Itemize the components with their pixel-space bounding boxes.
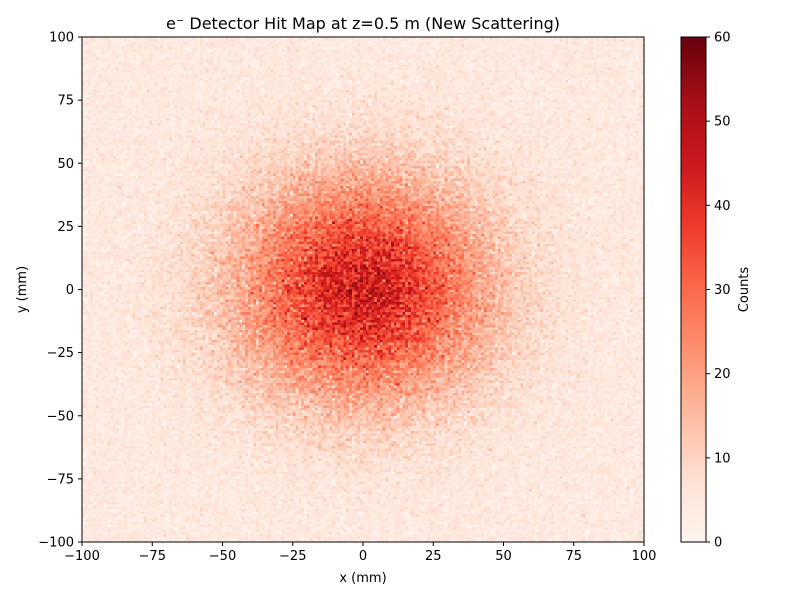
y-tick-label: 0 bbox=[66, 283, 74, 298]
x-axis-label: x (mm) bbox=[339, 571, 386, 586]
colorbar-tick-label: 30 bbox=[714, 283, 731, 298]
x-tick-label: 50 bbox=[495, 549, 512, 564]
x-tick-label: −25 bbox=[279, 549, 306, 564]
chart-title: e⁻ Detector Hit Map at z=0.5 m (New Scat… bbox=[166, 14, 560, 33]
colorbar-tick-label: 0 bbox=[714, 536, 722, 551]
colorbar-tick-label: 10 bbox=[714, 451, 731, 466]
x-tick-label: 75 bbox=[565, 549, 582, 564]
y-tick-label: 100 bbox=[49, 31, 74, 46]
x-tick-label: 0 bbox=[359, 549, 367, 564]
y-axis-label: y (mm) bbox=[15, 266, 30, 313]
y-tick-label: −25 bbox=[47, 346, 74, 361]
x-tick-label: −100 bbox=[64, 549, 100, 564]
colorbar-tick-label: 50 bbox=[714, 115, 731, 130]
y-tick-label: −100 bbox=[38, 536, 74, 551]
colorbar-tick-label: 60 bbox=[714, 31, 731, 46]
colorbar bbox=[680, 36, 707, 543]
x-tick-label: 25 bbox=[425, 549, 442, 564]
y-tick-label: 50 bbox=[57, 157, 74, 172]
colorbar-label: Counts bbox=[737, 267, 752, 313]
x-tick-label: −50 bbox=[209, 549, 236, 564]
y-tick-label: 75 bbox=[57, 94, 74, 109]
y-axis-ticks: −100 −75 −50 −25 0 25 50 75 100 bbox=[38, 31, 82, 551]
colorbar-tick-label: 20 bbox=[714, 367, 731, 382]
colorbar-tick-label: 40 bbox=[714, 199, 731, 214]
y-tick-label: −75 bbox=[47, 472, 74, 487]
y-tick-label: 25 bbox=[57, 220, 74, 235]
colorbar-ticks: 0 10 20 30 40 50 60 bbox=[706, 31, 731, 551]
x-tick-label: −75 bbox=[139, 549, 166, 564]
x-tick-label: 100 bbox=[632, 549, 657, 564]
x-axis-ticks: −100 −75 −50 −25 0 25 50 75 100 bbox=[64, 542, 656, 564]
y-tick-label: −50 bbox=[47, 409, 74, 424]
heatmap-image bbox=[82, 37, 644, 542]
